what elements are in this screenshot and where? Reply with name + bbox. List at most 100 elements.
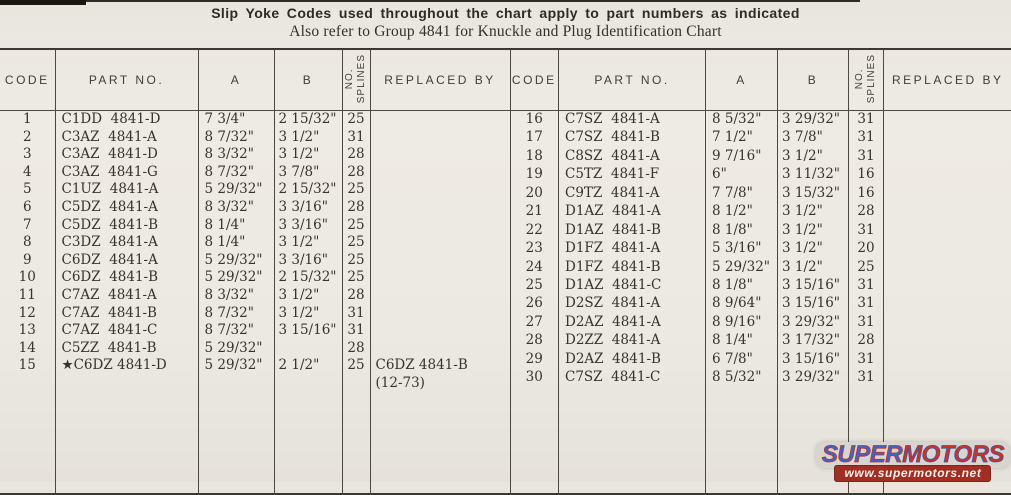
cell-part-no: C6DZ 4841-B <box>55 269 198 287</box>
cell-part-no: C9TZ 4841-A <box>559 185 706 203</box>
cell-replaced-by <box>884 259 1011 277</box>
cell-a: 5 29/32" <box>198 357 274 392</box>
cell-a: 5 29/32" <box>198 252 274 270</box>
cell-splines: 25 <box>342 217 370 235</box>
table-row: 26 D2SZ 4841-A 8 9/64" 3 15/16" 31 <box>511 295 1011 313</box>
table-row: 12 C7AZ 4841-B 8 7/32" 3 1/2" 31 <box>0 305 510 323</box>
cell-replaced-by <box>884 332 1011 350</box>
cell-part-no: C8SZ 4841-A <box>559 148 706 166</box>
cell-part-no: C3AZ 4841-G <box>55 164 198 182</box>
cell-a: 5 3/16" <box>706 240 778 258</box>
table-row: 29 D2AZ 4841-B 6 7/8" 3 15/16" 31 <box>511 351 1011 369</box>
cell-b: 3 1/2" <box>778 259 849 277</box>
table-row: 15 ★C6DZ 4841-D 5 29/32" 2 1/2" 25 C6DZ … <box>0 357 510 392</box>
cell-code: 22 <box>511 222 559 240</box>
cell-a: 5 29/32" <box>198 269 274 287</box>
cell-replaced-by <box>370 146 510 164</box>
table-header-row: CODE PART NO. A B NO. SPLINES REPLACED B… <box>511 49 1011 111</box>
cell-replaced-by <box>370 234 510 252</box>
cell-splines: 31 <box>342 322 370 340</box>
cell-a: 5 29/32" <box>198 340 274 358</box>
cell-part-no: C7AZ 4841-A <box>55 287 198 305</box>
cell-code: 21 <box>511 203 559 221</box>
cell-splines: 25 <box>849 259 884 277</box>
cell-part-no: C1DD 4841-D <box>55 111 198 129</box>
cell-b <box>274 340 342 358</box>
cell-part-no: C3DZ 4841-A <box>55 234 198 252</box>
cell-part-no: D2AZ 4841-B <box>559 351 706 369</box>
cell-splines: 28 <box>849 203 884 221</box>
cell-code: 18 <box>511 148 559 166</box>
cell-code: 2 <box>0 129 55 147</box>
col-header-a: A <box>706 49 778 111</box>
cell-a: 8 1/8" <box>706 222 778 240</box>
table-row: 18 C8SZ 4841-A 9 7/16" 3 1/2" 31 <box>511 148 1011 166</box>
cell-code: 28 <box>511 332 559 350</box>
cell-code: 4 <box>0 164 55 182</box>
cell-a: 8 7/32" <box>198 129 274 147</box>
cell-splines: 25 <box>342 357 370 392</box>
cell-code: 10 <box>0 269 55 287</box>
logo-motors-text: MOTORS <box>902 441 1004 468</box>
table-row: 21 D1AZ 4841-A 8 1/2" 3 1/2" 28 <box>511 203 1011 221</box>
col-header-a: A <box>198 49 274 111</box>
col-header-b: B <box>274 49 342 111</box>
cell-b: 3 1/2" <box>274 129 342 147</box>
col-header-b: B <box>778 49 849 111</box>
cell-replaced-by <box>884 351 1011 369</box>
table-row: 19 C5TZ 4841-F 6" 3 11/32" 16 <box>511 166 1011 184</box>
cell-a: 8 1/2" <box>706 203 778 221</box>
cell-b: 2 15/32" <box>274 111 342 129</box>
cell-b: 3 15/16" <box>778 295 849 313</box>
cell-part-no: C5DZ 4841-A <box>55 199 198 217</box>
cell-code: 5 <box>0 181 55 199</box>
cell-b: 3 29/32" <box>778 369 849 387</box>
table-row: 8 C3DZ 4841-A 8 1/4" 3 1/2" 25 <box>0 234 510 252</box>
cell-code: 30 <box>511 369 559 387</box>
col-header-replaced-by: REPLACED BY <box>884 49 1011 111</box>
cell-a: 8 5/32" <box>706 111 778 130</box>
cell-b: 3 1/2" <box>274 305 342 323</box>
cell-code: 26 <box>511 295 559 313</box>
cell-part-no: C5TZ 4841-F <box>559 166 706 184</box>
table-row: 10 C6DZ 4841-B 5 29/32" 2 15/32" 25 <box>0 269 510 287</box>
cell-code: 3 <box>0 146 55 164</box>
cell-a: 6" <box>706 166 778 184</box>
cell-replaced-by <box>370 217 510 235</box>
cell-part-no: C3AZ 4841-A <box>55 129 198 147</box>
table-row: 28 D2ZZ 4841-A 8 1/4" 3 17/32" 28 <box>511 332 1011 350</box>
cell-a: 5 29/32" <box>706 259 778 277</box>
logo-super-text: SUPER <box>822 441 902 468</box>
cell-splines: 16 <box>849 166 884 184</box>
table-row: 16 C7SZ 4841-A 8 5/32" 3 29/32" 31 <box>511 111 1011 130</box>
table-right-half: CODE PART NO. A B NO. SPLINES REPLACED B… <box>511 48 1011 495</box>
cell-splines: 25 <box>342 252 370 270</box>
cell-code: 15 <box>0 357 55 392</box>
cell-b: 3 7/8" <box>778 129 849 147</box>
cell-replaced-by <box>370 252 510 270</box>
cell-part-no: D1FZ 4841-B <box>559 259 706 277</box>
cell-part-no: C7AZ 4841-C <box>55 322 198 340</box>
cell-code: 7 <box>0 217 55 235</box>
cell-splines: 31 <box>849 148 884 166</box>
cell-part-no: C1UZ 4841-A <box>55 181 198 199</box>
cell-replaced-by <box>370 181 510 199</box>
cell-a: 9 7/16" <box>706 148 778 166</box>
cell-part-no: D2AZ 4841-A <box>559 314 706 332</box>
cell-b: 3 1/2" <box>778 222 849 240</box>
cell-splines: 31 <box>849 314 884 332</box>
table-row: 22 D1AZ 4841-B 8 1/8" 3 1/2" 31 <box>511 222 1011 240</box>
cell-b: 3 1/2" <box>274 146 342 164</box>
cell-replaced-by <box>884 185 1011 203</box>
cell-b: 2 1/2" <box>274 357 342 392</box>
col-header-part-no: PART NO. <box>559 49 706 111</box>
chart-title: Slip Yoke Codes used throughout the char… <box>0 5 1011 21</box>
table-row: 2 C3AZ 4841-A 8 7/32" 3 1/2" 31 <box>0 129 510 147</box>
cell-b: 3 15/16" <box>778 277 849 295</box>
cell-part-no: C5DZ 4841-B <box>55 217 198 235</box>
cell-a: 8 1/4" <box>706 332 778 350</box>
cell-replaced-by <box>884 129 1011 147</box>
table-row: 14 C5ZZ 4841-B 5 29/32" 28 <box>0 340 510 358</box>
cell-part-no: D1AZ 4841-A <box>559 203 706 221</box>
table-row: 7 C5DZ 4841-B 8 1/4" 3 3/16" 25 <box>0 217 510 235</box>
